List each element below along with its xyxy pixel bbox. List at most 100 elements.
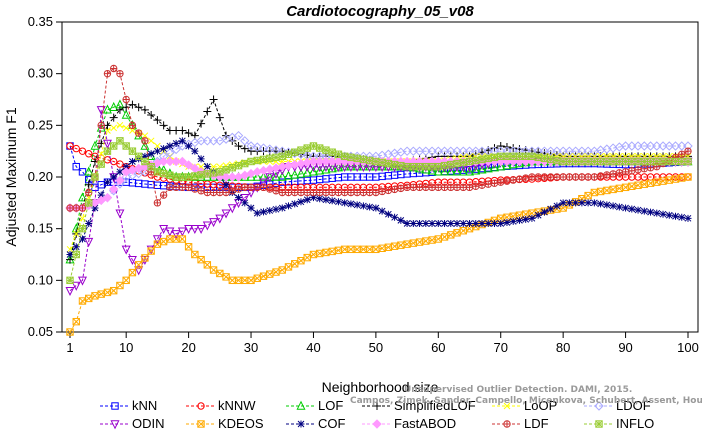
data-point: [490, 179, 499, 187]
data-point: [303, 253, 311, 262]
data-point: [103, 288, 112, 297]
data-point: [615, 169, 624, 177]
data-point: [465, 166, 475, 176]
data-point: [116, 168, 124, 176]
data-point: [609, 202, 617, 210]
y-tick-label: 0.30: [28, 66, 53, 81]
data-point: [159, 191, 168, 199]
legend-label: KDEOS: [218, 416, 264, 431]
data-point: [259, 171, 269, 181]
data-point: [228, 276, 237, 285]
data-point: [459, 183, 467, 192]
data-point: [115, 209, 125, 219]
data-point: [316, 195, 324, 203]
x-axis-label: Neighborhood size: [322, 379, 439, 395]
data-point: [147, 150, 155, 158]
data-point: [603, 157, 611, 166]
data-point: [228, 187, 237, 195]
data-point: [134, 152, 143, 161]
data-point: [340, 188, 349, 197]
data-point: [221, 172, 231, 182]
data-point: [321, 156, 331, 167]
data-point: [266, 154, 274, 163]
legend-item-ldf: LDF: [492, 416, 549, 431]
data-point: [596, 157, 605, 166]
data-point: [284, 263, 293, 271]
data-point: [484, 220, 492, 227]
data-point: [347, 245, 355, 254]
data-point: [159, 237, 168, 246]
legend-label: LDOF: [616, 398, 651, 413]
data-point: [115, 179, 125, 189]
data-point: [416, 220, 424, 227]
data-point: [308, 166, 318, 176]
data-point: [78, 297, 87, 305]
data-point: [228, 164, 237, 172]
data-point: [109, 113, 118, 122]
data-point: [665, 157, 673, 166]
data-point: [672, 212, 680, 220]
data-point: [297, 257, 305, 265]
data-point: [196, 224, 206, 234]
data-point: [134, 103, 143, 112]
data-point: [684, 173, 692, 181]
data-point: [122, 163, 130, 171]
data-point: [78, 147, 87, 155]
data-point: [478, 220, 486, 227]
data-point: [465, 183, 474, 192]
data-point: [153, 147, 161, 155]
data-point: [184, 173, 193, 181]
data-point: [427, 146, 437, 156]
data-point: [154, 142, 161, 150]
data-point: [483, 163, 493, 173]
data-point: [177, 156, 188, 167]
data-point: [141, 157, 149, 166]
legend-item-inflo: INFLO: [584, 416, 654, 431]
data-point: [553, 156, 561, 165]
data-point: [246, 171, 256, 181]
data-point: [134, 266, 144, 276]
data-point: [477, 146, 487, 156]
data-point: [559, 157, 567, 166]
data-point: [309, 188, 318, 197]
data-point: [571, 157, 580, 166]
data-point: [521, 174, 530, 182]
data-point: [534, 173, 542, 181]
data-point: [496, 161, 506, 171]
data-point: [347, 200, 355, 208]
data-point: [515, 145, 524, 154]
data-point: [171, 156, 181, 167]
data-point: [372, 245, 380, 254]
data-point: [664, 141, 674, 151]
data-point: [216, 168, 224, 176]
data-point: [621, 168, 630, 176]
legend-marker: [595, 420, 603, 428]
data-point: [477, 164, 487, 174]
data-point: [484, 180, 492, 188]
data-point: [621, 157, 630, 166]
data-point: [447, 183, 455, 192]
data-point: [522, 215, 530, 223]
data-point: [659, 157, 667, 166]
data-point: [78, 168, 87, 176]
data-point: [153, 168, 162, 176]
data-point: [134, 261, 143, 269]
data-point: [447, 220, 455, 227]
data-point: [85, 188, 93, 197]
data-point: [478, 181, 486, 189]
data-point: [652, 141, 662, 151]
legend-label: ODIN: [132, 416, 165, 431]
data-point: [109, 64, 118, 73]
data-point: [197, 255, 205, 264]
data-point: [578, 199, 586, 207]
data-point: [147, 137, 155, 145]
legend-marker: [297, 420, 305, 428]
data-point: [521, 152, 530, 161]
legend-item-ldof: LDOF: [584, 398, 651, 413]
data-point: [96, 195, 106, 205]
data-point: [615, 203, 623, 211]
data-point: [66, 276, 74, 285]
data-point: [159, 121, 168, 130]
data-point: [515, 175, 524, 183]
data-point: [459, 227, 467, 235]
